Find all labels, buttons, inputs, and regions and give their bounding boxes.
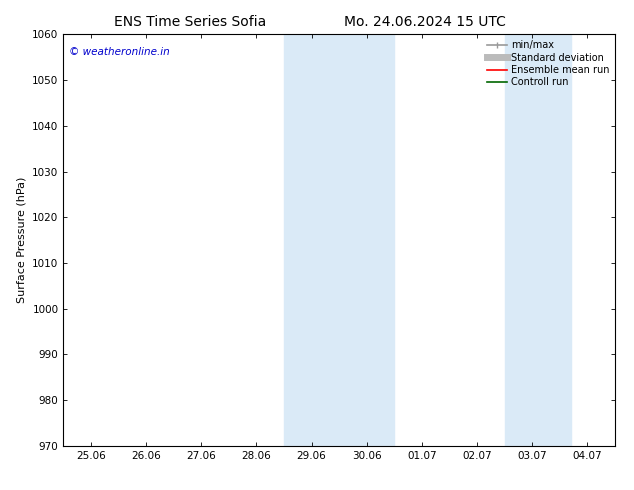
Bar	[284, 34, 394, 446]
Bar	[505, 34, 571, 446]
Text: ENS Time Series Sofia: ENS Time Series Sofia	[114, 15, 266, 29]
Y-axis label: Surface Pressure (hPa): Surface Pressure (hPa)	[16, 177, 27, 303]
Text: Mo. 24.06.2024 15 UTC: Mo. 24.06.2024 15 UTC	[344, 15, 506, 29]
Legend: min/max, Standard deviation, Ensemble mean run, Controll run: min/max, Standard deviation, Ensemble me…	[483, 36, 613, 91]
Text: © weatheronline.in: © weatheronline.in	[69, 47, 170, 57]
